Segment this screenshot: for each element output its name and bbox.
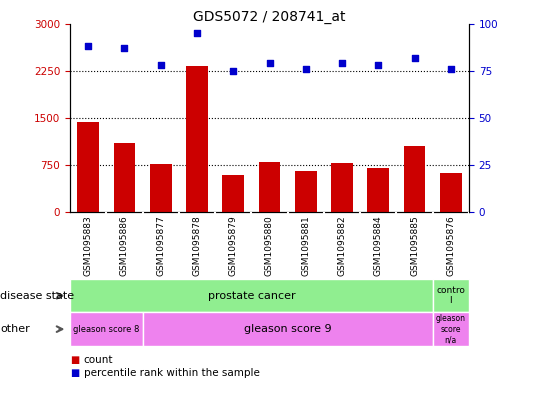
- Text: gleason score 9: gleason score 9: [244, 324, 331, 334]
- Text: percentile rank within the sample: percentile rank within the sample: [84, 368, 259, 378]
- Text: gleason score 8: gleason score 8: [73, 325, 140, 334]
- Bar: [368, 168, 389, 212]
- Bar: [259, 162, 280, 212]
- Point: [156, 62, 165, 68]
- Point: [410, 54, 419, 61]
- Text: GSM1095879: GSM1095879: [229, 215, 238, 276]
- Text: gleason
score
n/a: gleason score n/a: [436, 314, 466, 344]
- Bar: [223, 175, 244, 212]
- Text: other: other: [0, 324, 30, 334]
- Point: [120, 45, 129, 51]
- Bar: [440, 173, 462, 212]
- Point: [374, 62, 383, 68]
- Bar: [404, 146, 425, 212]
- Text: GSM1095884: GSM1095884: [374, 215, 383, 276]
- Text: disease state: disease state: [0, 291, 74, 301]
- Bar: [114, 143, 135, 212]
- Text: contro
l: contro l: [437, 286, 465, 305]
- Text: GSM1095878: GSM1095878: [192, 215, 202, 276]
- Text: GSM1095883: GSM1095883: [84, 215, 93, 276]
- Point: [229, 68, 238, 74]
- Bar: [295, 171, 316, 212]
- Text: GSM1095881: GSM1095881: [301, 215, 310, 276]
- Text: GSM1095885: GSM1095885: [410, 215, 419, 276]
- Point: [446, 66, 455, 72]
- Text: GSM1095876: GSM1095876: [446, 215, 455, 276]
- Bar: [186, 66, 208, 212]
- Text: ■: ■: [70, 354, 79, 365]
- Bar: [433, 312, 469, 346]
- Bar: [150, 164, 171, 212]
- Bar: [331, 163, 353, 212]
- Text: GDS5072 / 208741_at: GDS5072 / 208741_at: [194, 10, 345, 24]
- Point: [192, 30, 201, 36]
- Bar: [70, 312, 143, 346]
- Text: prostate cancer: prostate cancer: [208, 291, 295, 301]
- Text: ■: ■: [70, 368, 79, 378]
- Point: [338, 60, 347, 66]
- Point: [301, 66, 310, 72]
- Point: [265, 60, 274, 66]
- Text: count: count: [84, 354, 113, 365]
- Bar: [433, 279, 469, 312]
- Bar: [77, 122, 99, 212]
- Text: GSM1095882: GSM1095882: [337, 215, 347, 276]
- Point: [84, 43, 93, 50]
- Text: GSM1095880: GSM1095880: [265, 215, 274, 276]
- Bar: [143, 312, 433, 346]
- Text: GSM1095877: GSM1095877: [156, 215, 165, 276]
- Text: GSM1095886: GSM1095886: [120, 215, 129, 276]
